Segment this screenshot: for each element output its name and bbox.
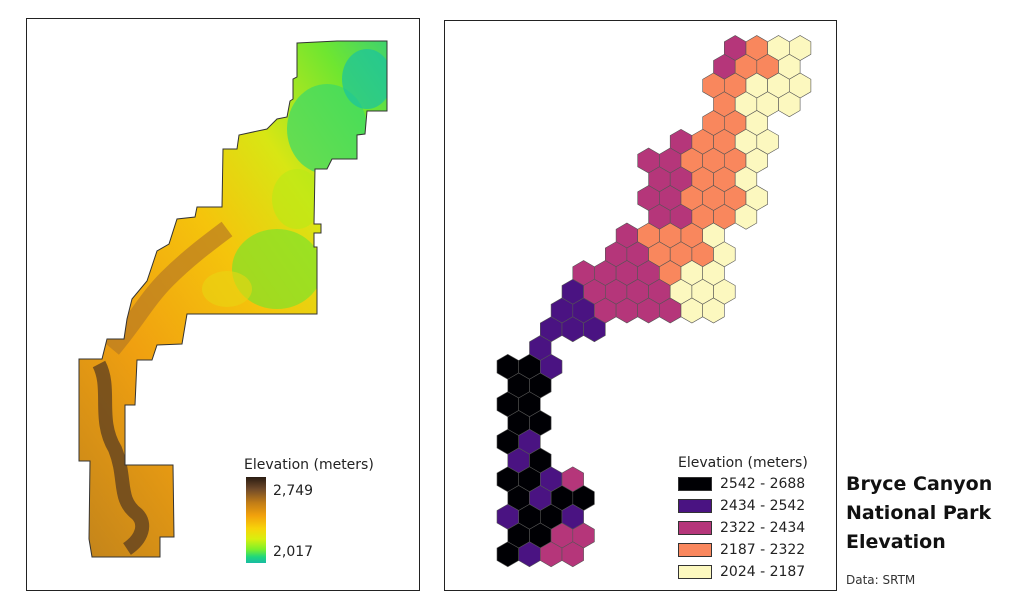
legend-min-value: 2,017 [273, 544, 314, 560]
legend-class-1: 2542 - 2688 [678, 476, 805, 492]
hexbin-elevation-map-panel: Elevation (meters) 2542 - 2688 2434 - 25… [444, 20, 837, 591]
park-boundary [78, 40, 388, 558]
map-title: Bryce Canyon National Park Elevation [846, 470, 1021, 557]
hex-cell [561, 541, 584, 568]
hex-cell [778, 91, 801, 118]
continuous-elevation-map-panel: Elevation (meters) 2,749 2,017 [26, 18, 420, 591]
hexbin-legend-title: Elevation (meters) [678, 455, 808, 471]
map-title-line-1: Bryce Canyon [846, 473, 993, 495]
continuous-elevation-map [78, 40, 388, 563]
hexbin-elevation-map [496, 35, 812, 568]
elevation-color-ramp [246, 477, 266, 563]
hex-cell [702, 297, 725, 324]
legend-swatch-5 [678, 565, 712, 579]
legend-class-2: 2434 - 2542 [678, 498, 805, 514]
legend-class-3: 2322 - 2434 [678, 520, 805, 536]
legend-class-4: 2187 - 2322 [678, 542, 805, 558]
legend-swatch-3 [678, 521, 712, 535]
continuous-legend-title: Elevation (meters) [244, 457, 374, 473]
hex-cell [583, 316, 606, 343]
legend-class-5: 2024 - 2187 [678, 564, 805, 580]
hex-cell [734, 203, 758, 230]
map-title-line-2: National Park [846, 502, 992, 524]
data-source-note: Data: SRTM [846, 573, 916, 587]
legend-swatch-4 [678, 543, 712, 557]
legend-swatch-2 [678, 499, 712, 513]
legend-swatch-1 [678, 477, 712, 491]
legend-max-value: 2,749 [273, 483, 314, 499]
map-title-line-3: Elevation [846, 531, 946, 553]
